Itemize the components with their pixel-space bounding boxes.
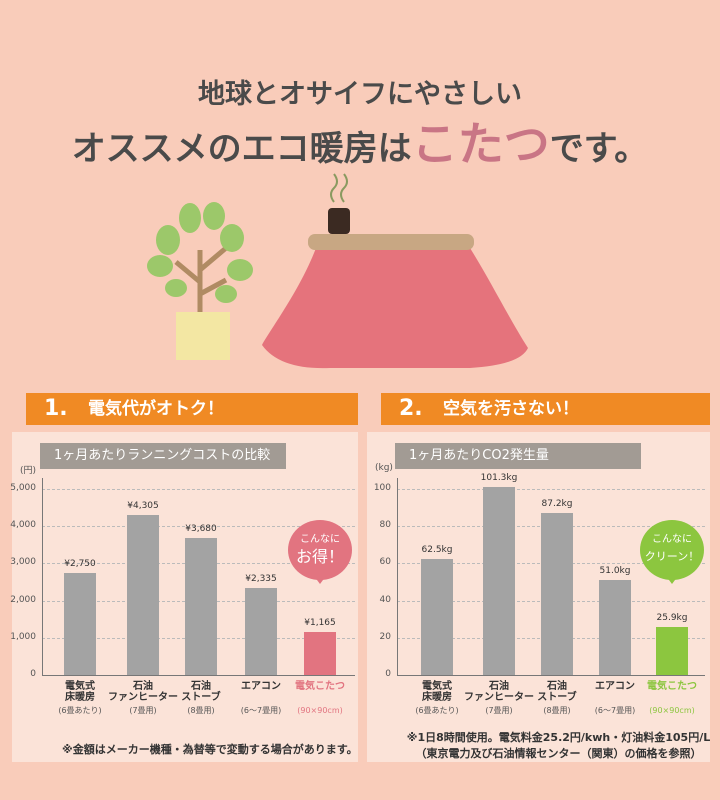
note: ※1日8時間使用。電気料金25.2円/kwh・灯油料金105円/L （東京電力及… [406,731,711,760]
category-note: (8畳用) [187,706,215,715]
grid-line [42,526,355,528]
section-bar [26,393,358,425]
category-note: (90×90cm) [649,706,695,715]
mug [328,208,350,234]
bar [127,514,159,675]
y-tick-label: 80 [379,520,391,531]
chart-title: 1ヶ月あたりランニングコストの比較 [40,443,286,469]
x-axis [397,675,705,676]
bar [421,558,453,675]
y-tick-label: 4,000 [10,520,36,531]
callout-tail [666,576,678,584]
value-label: 51.0kg [599,566,631,577]
unit-label: (kg) [375,463,393,473]
value-label: 101.3kg [480,472,518,483]
steam [330,173,348,203]
trunk [174,246,228,312]
y-tick-label: 60 [379,557,391,568]
section-number: 2. [399,396,423,421]
headline-main: オススメのエコ暖房はこたつです。 [0,108,720,174]
x-tick-label: 石油 ストーブ [537,681,577,703]
bar [304,631,336,675]
headline: 地球とオサイフにやさしい [198,79,522,110]
note: ※金額はメーカー機種・為替等で変動する場合があります。 [62,743,358,756]
y-tick-label: 3,000 [10,557,36,568]
bar [185,538,217,675]
bar [64,572,96,675]
y-tick-label: 5,000 [10,483,36,494]
bar [245,588,277,675]
section-heading: 空気を汚さない！ [443,399,579,419]
value-label: 62.5kg [421,544,453,555]
y-tick-label: 0 [30,669,36,679]
callout [640,520,704,580]
section-heading: 電気代がオトク！ [88,399,224,419]
headline-highlight: こたつ [411,117,550,171]
category-note: (7畳用) [485,706,513,715]
x-tick-label: 電気式 床暖房 [422,681,452,703]
callout-text: お得！ [295,547,344,566]
x-tick-label: エアコン [241,681,281,692]
y-tick-label: 1,000 [10,631,36,642]
pot [176,312,230,360]
y-tick-label: 20 [379,631,391,642]
chart-title: 1ヶ月あたりCO2発生量 [395,443,641,469]
bar [599,580,631,675]
x-axis [42,675,355,676]
unit-label: (円) [20,466,37,476]
x-tick-label: 電気こたつ [647,681,697,692]
x-tick-label: 電気こたつ [295,681,345,692]
value-label: 25.9kg [656,612,688,623]
x-tick-label: 石油 ストーブ [181,681,221,703]
category-note: (6畳あたり) [415,706,459,715]
y-axis [397,478,398,675]
bar [656,626,688,675]
x-tick-label: 電気式 床暖房 [65,681,95,703]
x-tick-label: 石油 ファンヒーター [108,681,178,703]
section-number: 1. [44,396,68,421]
value-label: ¥3,680 [185,524,217,535]
y-tick-label: 100 [373,483,391,494]
callout [288,520,352,580]
category-note: (7畳用) [129,706,157,715]
x-tick-label: エアコン [595,681,635,692]
bar [541,512,573,675]
callout-text: こんなに [652,534,692,545]
value-label: ¥4,305 [127,500,159,511]
y-tick-label: 2,000 [10,594,36,605]
category-note: (6～7畳用) [240,706,282,715]
value-label: ¥2,335 [245,574,277,585]
value-label: ¥1,165 [304,617,336,628]
leaves [147,202,253,303]
illustration [147,173,528,369]
section-bar [381,393,710,425]
value-label: ¥2,750 [64,558,96,569]
y-tick-label: 0 [385,669,391,679]
category-note: (6畳あたり) [58,706,102,715]
callout-tail [314,576,326,584]
grid-line [397,489,705,491]
category-note: (8畳用) [543,706,571,715]
y-axis [42,478,43,675]
grid-line [42,489,355,491]
callout-text: クリーン！ [644,550,700,563]
headline-part: です。 [549,129,649,169]
x-tick-label: 石油 ファンヒーター [464,681,534,703]
headline-part: オススメのエコ暖房は [71,129,412,169]
category-note: (6～7畳用) [594,706,636,715]
kotatsu-blanket [262,248,528,369]
callout-text: こんなに [300,534,340,545]
y-tick-label: 40 [379,594,391,605]
value-label: 87.2kg [541,498,573,509]
bar [483,486,515,675]
category-note: (90×90cm) [297,706,343,715]
kotatsu-top [308,234,474,250]
